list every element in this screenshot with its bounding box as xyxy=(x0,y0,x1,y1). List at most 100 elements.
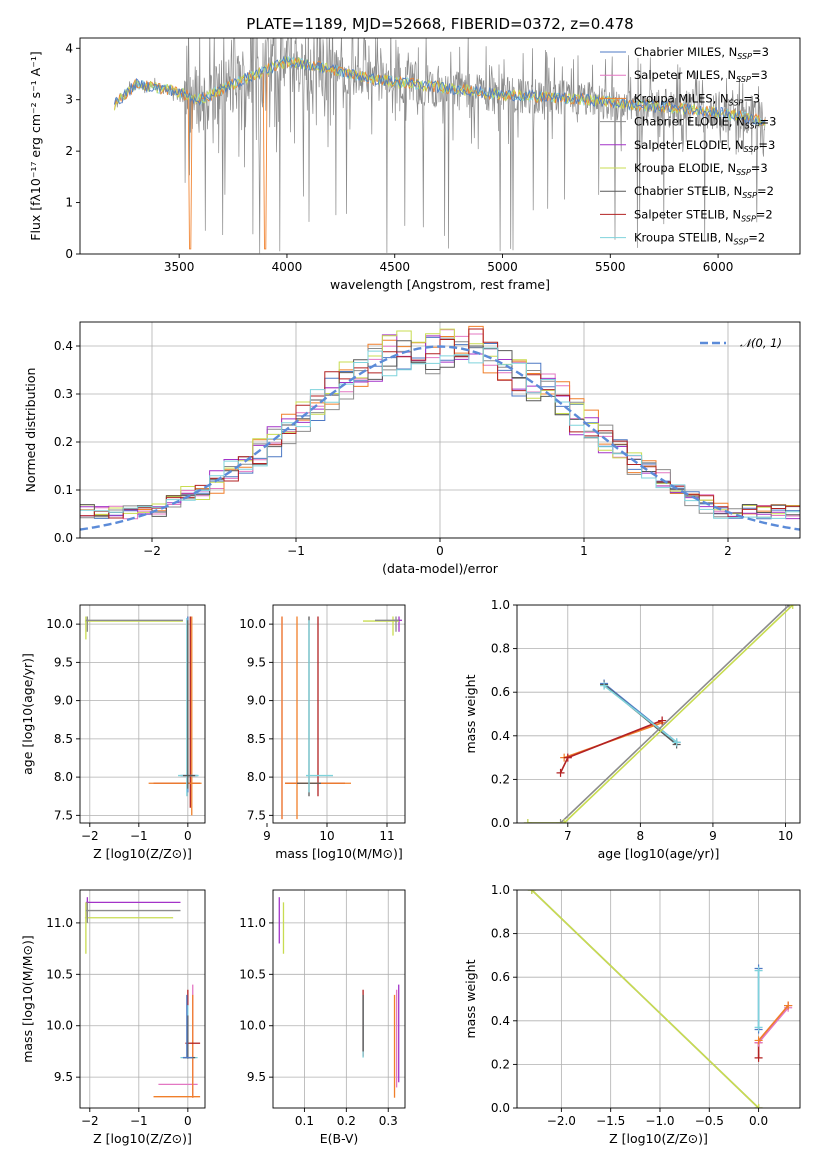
x-tick-label: 0 xyxy=(184,1114,192,1128)
legend-count: =2 xyxy=(756,207,773,221)
legend-count: =3 xyxy=(751,68,768,82)
weight-line xyxy=(757,1007,789,1044)
age-vs-metallicity-panel: −2 −1 0 7.5 8.0 8.5 9.0 9.5 10.0 Z [log10(Z/Z⊙)] a… xyxy=(20,604,206,861)
weight-line xyxy=(527,605,790,823)
axes-frame xyxy=(79,604,206,824)
weight-marker xyxy=(527,890,536,894)
weight-marker xyxy=(754,966,763,975)
legend-name: Chabrier MILES, N xyxy=(634,45,737,59)
x-tick-label: −1 xyxy=(287,544,305,558)
weight-line xyxy=(531,890,760,1108)
plot-area xyxy=(114,38,766,254)
weight-vs-age-panel: 7 8 9 10 0.0 0.2 0.4 0.6 0.8 1.0 age [log10(age/yr… xyxy=(463,598,801,861)
mass-vs-metallicity-panel: −2 −1 0 9.5 10.0 10.5 11.0 Z [log10(Z/Z⊙)] mass … xyxy=(20,889,206,1146)
axes-frame xyxy=(272,604,406,824)
legend-entry: 𝒩(0, 1) xyxy=(740,336,782,350)
axes-frame xyxy=(79,889,206,1109)
y-tick-label: 8.0 xyxy=(247,770,266,784)
x-axis-label: wavelength [Angstrom, rest frame] xyxy=(330,277,550,292)
legend-subscript: SSP xyxy=(744,145,759,154)
legend-entry: Kroupa STELIB, NSSP=2 xyxy=(634,231,765,247)
axes-frame xyxy=(272,889,406,1109)
y-tick-label: 9.5 xyxy=(54,1070,73,1084)
y-tick-label: 11.0 xyxy=(46,916,73,930)
observed-spectrum-line xyxy=(114,38,766,254)
legend-subscript: SSP xyxy=(737,52,752,61)
weight-marker xyxy=(560,819,569,823)
plot-area xyxy=(80,322,800,538)
plot-area xyxy=(80,890,205,1108)
y-tick-label: 9.0 xyxy=(247,694,266,708)
x-tick-label: −0.5 xyxy=(695,1114,724,1128)
x-axis-label: Z [log10(Z/Z⊙)] xyxy=(93,1131,192,1146)
weight-marker xyxy=(754,1053,763,1062)
weight-marker xyxy=(672,738,681,747)
y-tick-label: 0.2 xyxy=(54,435,73,449)
model-spectrum-line xyxy=(114,55,766,127)
axes-frame xyxy=(516,889,801,1109)
y-tick-label: 0.1 xyxy=(54,483,73,497)
x-tick-label: 5500 xyxy=(595,260,626,274)
x-tick-label: 6000 xyxy=(703,260,734,274)
y-tick-label: 0.4 xyxy=(54,339,73,353)
y-axis-label: mass weight xyxy=(463,674,478,753)
y-tick-label: 0.8 xyxy=(491,642,510,656)
legend-count: =3 xyxy=(751,161,768,175)
legend-count: =2 xyxy=(757,184,774,198)
plot-area xyxy=(273,890,405,1108)
plot-area xyxy=(517,890,800,1108)
y-tick-label: 7.5 xyxy=(54,808,73,822)
x-axis-label: Z [log10(Z/Z⊙)] xyxy=(93,846,192,861)
axes-frame xyxy=(79,37,801,255)
plot-area xyxy=(273,605,405,823)
x-tick-label: −2 xyxy=(143,544,161,558)
y-tick-label: 0.8 xyxy=(491,927,510,941)
weight-line xyxy=(603,685,678,743)
y-axis-label: Flux [fλ10⁻¹⁷ erg cm⁻² s⁻¹ A⁻¹] xyxy=(28,51,43,240)
legend-entry: Kroupa ELODIE, NSSP=3 xyxy=(634,161,768,177)
y-tick-label: 0.4 xyxy=(491,1014,510,1028)
y-tick-label: 1.0 xyxy=(491,883,510,897)
plot-area xyxy=(80,605,205,823)
x-axis-label: age [log10(age/yr)] xyxy=(598,846,720,861)
x-tick-label: 3500 xyxy=(164,260,195,274)
legend-subscript: SSP xyxy=(736,75,751,84)
weight-marker xyxy=(788,605,797,609)
plot-area xyxy=(517,605,800,823)
weight-marker xyxy=(556,768,565,777)
x-tick-label: −2.0 xyxy=(547,1114,576,1128)
weight-marker xyxy=(563,753,572,762)
x-tick-label: −1.0 xyxy=(645,1114,674,1128)
x-tick-label: 1 xyxy=(580,544,588,558)
y-tick-label: 10.5 xyxy=(46,967,73,981)
y-tick-label: 0.6 xyxy=(491,685,510,699)
legend-entry: Chabrier MILES, NSSP=3 xyxy=(634,45,769,61)
x-tick-label: 11 xyxy=(379,829,394,843)
weight-vs-metallicity-panel: −2.0 −1.5 −1.0 −0.5 0.0 0.0 0.2 0.4 0.6 0.8 1.0 Z [… xyxy=(463,883,801,1146)
axes-frame xyxy=(516,604,801,824)
y-tick-label: 8.5 xyxy=(247,732,266,746)
weight-marker xyxy=(600,681,609,690)
y-tick-label: 0.2 xyxy=(491,1057,510,1071)
x-axis-label: Z [log10(Z/Z⊙)] xyxy=(609,1131,708,1146)
legend-name: Kroupa MILES, N xyxy=(634,91,729,105)
x-tick-label: −1.5 xyxy=(596,1114,625,1128)
y-tick-label: 10.0 xyxy=(239,617,266,631)
y-axis-label: mass [log10(M/M⊙)] xyxy=(20,935,35,1063)
legend-name: Kroupa ELODIE, N xyxy=(634,161,736,175)
x-tick-label: 9 xyxy=(263,829,271,843)
x-tick-label: 7 xyxy=(564,829,572,843)
legend-subscript: SSP xyxy=(741,214,756,223)
residual-histogram-step xyxy=(80,347,800,519)
normal-curve-line xyxy=(80,345,800,531)
weight-marker xyxy=(658,716,667,725)
legend-subscript: SSP xyxy=(734,238,749,247)
y-tick-label: 0.4 xyxy=(491,729,510,743)
legend-entry: Salpeter MILES, NSSP=3 xyxy=(634,68,768,84)
mass-vs-ebv-panel: 0.1 0.2 0.3 9.5 10.0 10.5 11.0 E(B-V) xyxy=(239,889,406,1146)
y-tick-label: 9.5 xyxy=(54,655,73,669)
x-tick-label: 0.3 xyxy=(379,1114,398,1128)
x-tick-label: −1 xyxy=(130,829,148,843)
x-tick-label: −2 xyxy=(81,1114,99,1128)
